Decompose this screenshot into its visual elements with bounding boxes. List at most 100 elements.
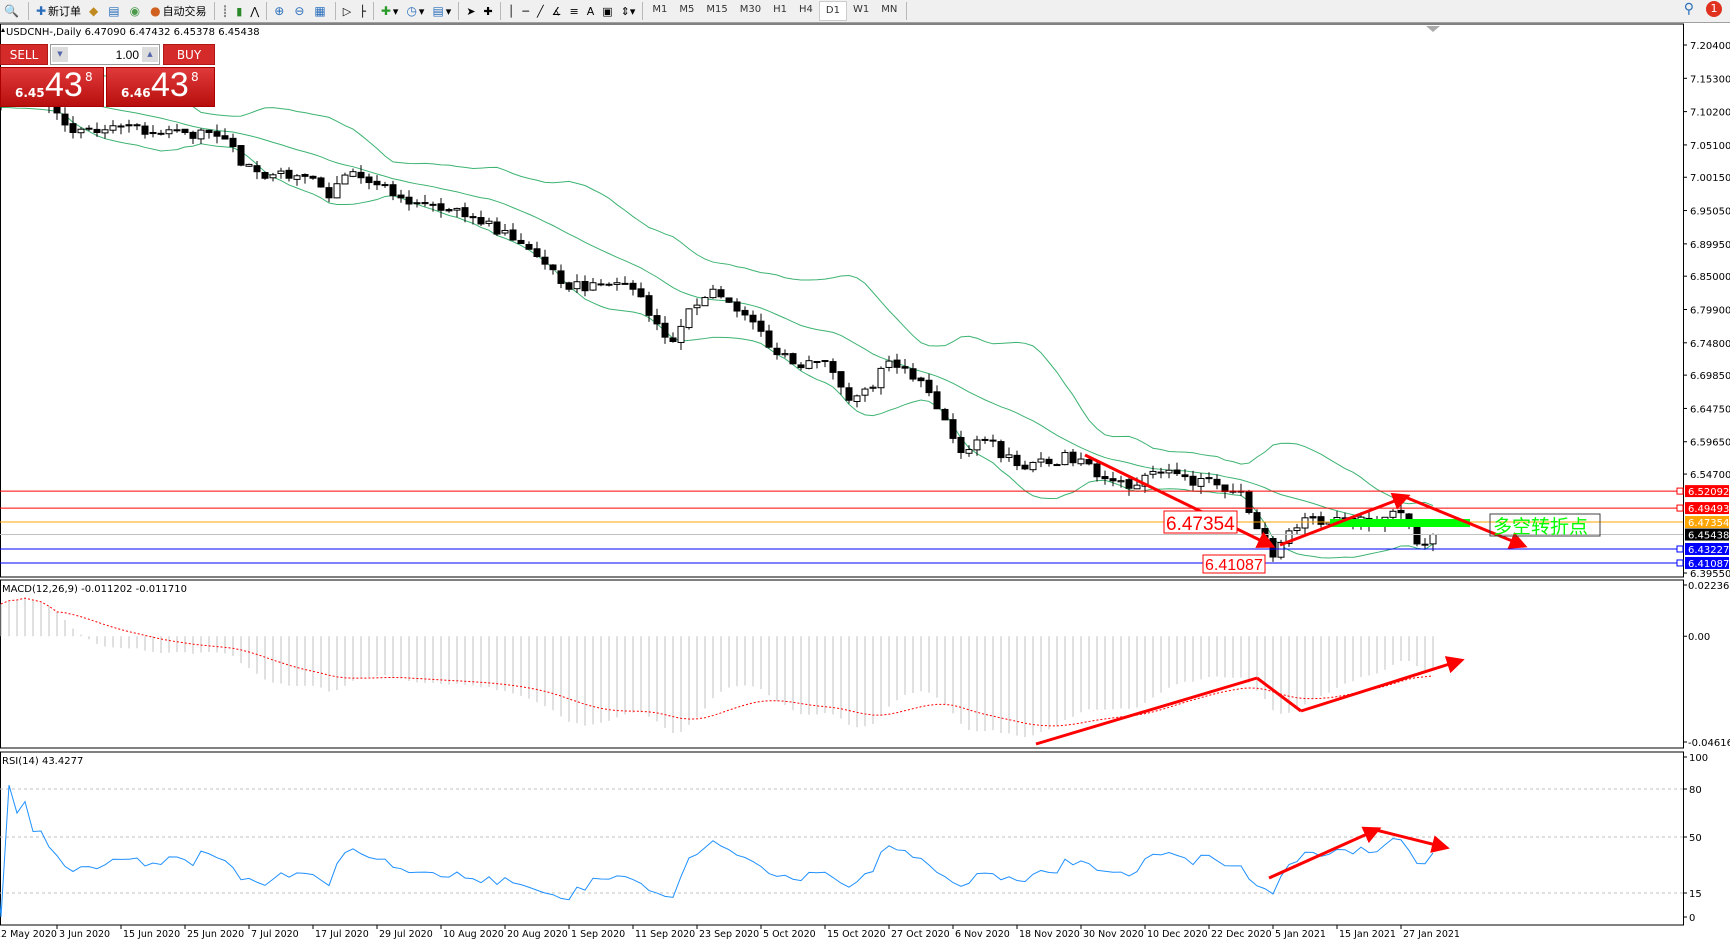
lot-decrease-icon[interactable]: ▼ bbox=[52, 47, 68, 62]
chart-shift-marker[interactable] bbox=[1426, 26, 1440, 32]
vertical-line-icon[interactable]: │ bbox=[507, 4, 515, 18]
candle bbox=[693, 298, 701, 316]
buy-price-button[interactable]: 6.46 43 8 bbox=[106, 66, 215, 107]
notifications-icon[interactable]: 1 bbox=[1706, 1, 1722, 17]
trendline-icon[interactable]: ╱ bbox=[537, 4, 544, 18]
toolbar-divider bbox=[458, 2, 460, 20]
trend-arrow[interactable] bbox=[1256, 676, 1302, 713]
candle bbox=[789, 352, 797, 365]
trend-arrow[interactable] bbox=[1035, 676, 1258, 746]
templates-icon[interactable]: ▤ ▾ bbox=[432, 4, 452, 18]
sell-price-button[interactable]: 6.45 43 8 bbox=[0, 66, 104, 107]
text-icon[interactable]: A bbox=[586, 4, 595, 18]
trend-arrow[interactable] bbox=[1084, 453, 1276, 548]
metaeditor-icon[interactable]: ◆ bbox=[89, 4, 99, 18]
trend-arrow[interactable] bbox=[1279, 492, 1411, 547]
zoom-out-icon[interactable]: ⊖ bbox=[294, 4, 305, 18]
search-icon[interactable]: ⚲ bbox=[1683, 1, 1694, 17]
timeframe-d1[interactable]: D1 bbox=[818, 1, 847, 21]
candle bbox=[1309, 513, 1317, 525]
terminal-icon[interactable]: ▤ bbox=[108, 4, 120, 18]
sell-button[interactable]: SELL bbox=[0, 44, 48, 65]
level-price-label: 6.52092 bbox=[1688, 487, 1729, 498]
timeframe-m30[interactable]: M30 bbox=[739, 4, 762, 15]
chart-shift-icon[interactable]: ├ bbox=[359, 4, 366, 18]
level-handle[interactable] bbox=[1676, 504, 1684, 512]
candle-body bbox=[1005, 454, 1013, 458]
text-box-frame[interactable] bbox=[1489, 513, 1601, 537]
lot-stepper[interactable]: ▼ ▲ bbox=[50, 44, 160, 65]
candle bbox=[285, 167, 293, 182]
buy-button[interactable]: BUY bbox=[163, 44, 215, 65]
crosshair-icon[interactable]: ✚ bbox=[483, 4, 493, 18]
fibonacci-icon[interactable]: ≡ bbox=[569, 4, 579, 18]
date-axis-label: 27 Oct 2020 bbox=[891, 929, 950, 940]
candle-body bbox=[613, 282, 621, 285]
equidistant-channel-icon[interactable]: ∡ bbox=[551, 4, 562, 18]
periods-icon[interactable]: ◷ ▾ bbox=[406, 4, 425, 18]
candle-body bbox=[669, 337, 677, 342]
lot-input[interactable] bbox=[69, 46, 139, 63]
trend-arrow[interactable] bbox=[1268, 826, 1382, 880]
trend-arrow[interactable] bbox=[1375, 828, 1450, 853]
zoom-in-icon[interactable]: ⊕ bbox=[274, 4, 285, 18]
signals-icon[interactable]: ◉ bbox=[129, 4, 141, 18]
candle bbox=[1293, 523, 1301, 535]
candle bbox=[1253, 509, 1261, 530]
candle-body bbox=[1173, 469, 1181, 475]
timeframe-m5[interactable]: M5 bbox=[679, 4, 695, 15]
timeframe-mn[interactable]: MN bbox=[881, 4, 898, 15]
bollinger-middle-band bbox=[0, 91, 1434, 527]
candle-body bbox=[269, 174, 277, 179]
buy-price-pips: 43 bbox=[151, 66, 189, 104]
date-axis-label: 20 Aug 2020 bbox=[507, 929, 568, 940]
line-chart-icon[interactable]: ⋀ bbox=[250, 4, 260, 18]
sell-price-fraction: 8 bbox=[85, 70, 93, 84]
auto-trading-button[interactable]: ● 自动交易 bbox=[146, 1, 210, 21]
candle bbox=[981, 436, 989, 444]
lot-increase-icon[interactable]: ▲ bbox=[142, 47, 158, 62]
tile-windows-icon[interactable]: ▦ bbox=[314, 4, 326, 18]
timeframe-h4[interactable]: H4 bbox=[799, 4, 813, 15]
level-handle[interactable] bbox=[1676, 559, 1684, 567]
indicators-icon[interactable]: ✚ ▾ bbox=[380, 4, 399, 18]
arrows-icon[interactable]: ⇕▾ bbox=[620, 4, 636, 18]
candle bbox=[389, 180, 397, 201]
new-order-button[interactable]: ✚ 新订单 bbox=[32, 1, 85, 21]
horizontal-line-icon[interactable]: ─ bbox=[522, 4, 530, 18]
candle-body bbox=[749, 314, 757, 323]
autoscroll-icon[interactable]: ▷ bbox=[342, 4, 352, 18]
collapse-icon[interactable] bbox=[1, 28, 5, 32]
candle bbox=[893, 353, 901, 374]
candle-body bbox=[1069, 451, 1077, 464]
timeframe-m15[interactable]: M15 bbox=[706, 4, 728, 15]
candle bbox=[621, 276, 629, 285]
trend-arrow[interactable] bbox=[1404, 495, 1528, 549]
zoom-tool-icon[interactable]: 🔍 bbox=[4, 4, 19, 18]
timeframe-h1[interactable]: H1 bbox=[773, 4, 788, 15]
chart-title: USDCNH-,Daily 6.47090 6.47432 6.45378 6.… bbox=[6, 27, 260, 38]
candlestick-icon[interactable]: ▮ bbox=[236, 4, 243, 18]
price-axis-label: 6.79900 bbox=[1690, 305, 1730, 316]
trend-arrow[interactable] bbox=[1300, 656, 1465, 713]
rsi-title: RSI(14) 43.4277 bbox=[2, 756, 83, 767]
price-label-box[interactable] bbox=[1163, 510, 1238, 534]
candle-body bbox=[1285, 530, 1293, 545]
bar-chart-icon[interactable]: ┊ bbox=[221, 4, 229, 18]
cursor-icon[interactable]: ➤ bbox=[466, 4, 476, 18]
candle-body bbox=[757, 320, 765, 332]
level-price-tag bbox=[1685, 485, 1729, 498]
level-handle[interactable] bbox=[1676, 545, 1684, 553]
text-label-icon[interactable]: ▣ bbox=[602, 4, 613, 18]
candle bbox=[797, 362, 805, 371]
pivot-zone[interactable] bbox=[1330, 519, 1470, 527]
price-label-6-41087: 6.41087 bbox=[1205, 557, 1263, 574]
level-handle[interactable] bbox=[1676, 487, 1684, 495]
macd-signal-line bbox=[0, 597, 1434, 727]
candle bbox=[485, 217, 493, 227]
price-label-box[interactable] bbox=[1202, 554, 1266, 574]
timeframe-m1[interactable]: M1 bbox=[652, 4, 668, 15]
timeframe-w1[interactable]: W1 bbox=[852, 4, 870, 15]
candle-body bbox=[909, 368, 917, 380]
